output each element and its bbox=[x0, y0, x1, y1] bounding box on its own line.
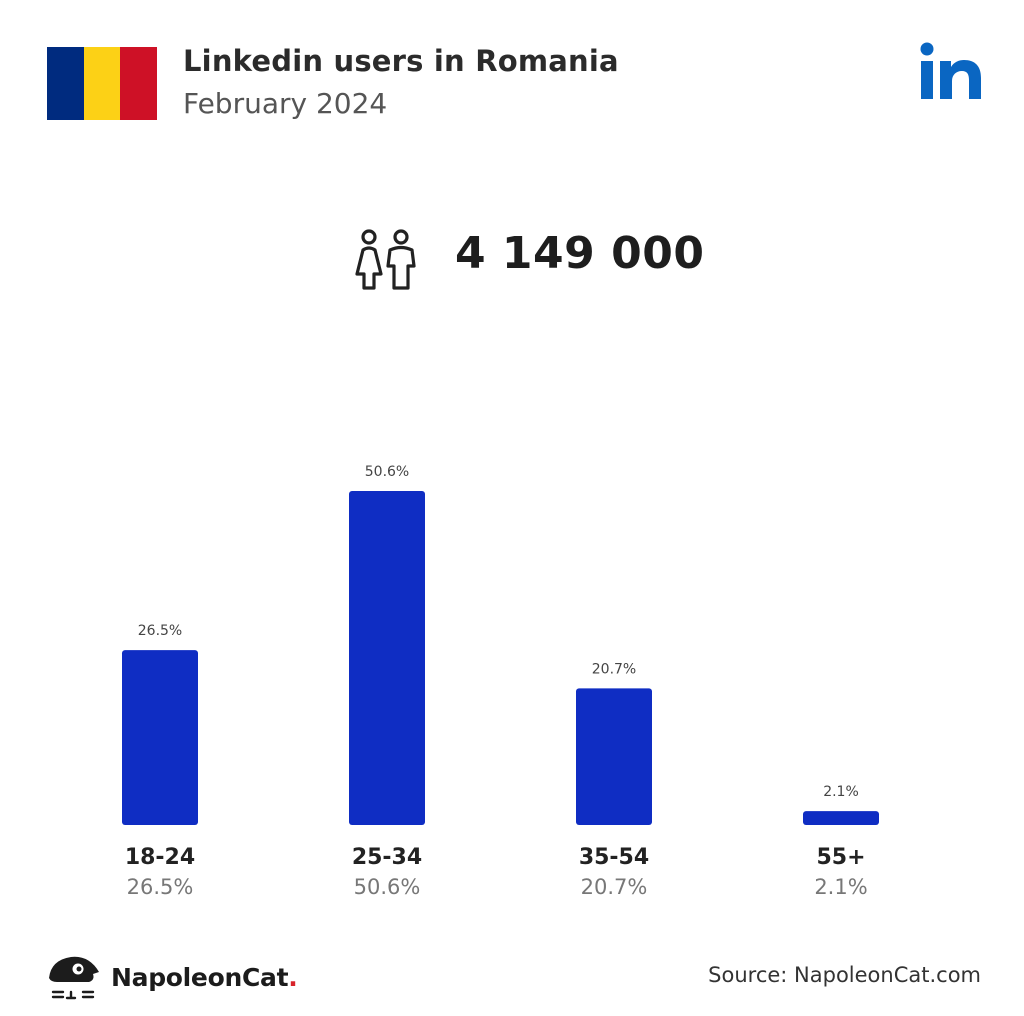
bar-25-34 bbox=[349, 491, 425, 825]
source-note: Source: NapoleonCat.com bbox=[708, 963, 981, 987]
brand: NapoleonCat. bbox=[45, 952, 298, 1002]
category-label: 55+ bbox=[816, 845, 865, 870]
category-percent-label: 2.1% bbox=[814, 875, 867, 899]
flag-stripe-blue bbox=[47, 47, 84, 120]
brand-name: NapoleonCat. bbox=[111, 962, 298, 992]
romania-flag bbox=[47, 47, 158, 120]
page-subtitle: February 2024 bbox=[183, 87, 388, 120]
page-title: Linkedin users in Romania bbox=[183, 44, 619, 78]
users-icon bbox=[355, 229, 416, 290]
bar-55+ bbox=[803, 811, 879, 825]
category-label: 35-54 bbox=[579, 845, 649, 870]
linkedin-icon bbox=[920, 42, 981, 99]
napoleoncat-logo-icon bbox=[49, 956, 99, 1000]
category-label: 18-24 bbox=[125, 845, 195, 870]
category-percent-label: 20.7% bbox=[581, 875, 648, 899]
category-label: 25-34 bbox=[352, 845, 422, 870]
data-label-top: 50.6% bbox=[365, 464, 409, 480]
flag-stripe-red bbox=[120, 47, 158, 120]
bar-35-54 bbox=[576, 688, 652, 825]
data-label-top: 2.1% bbox=[823, 784, 859, 800]
category-percent-label: 50.6% bbox=[354, 875, 421, 899]
age-distribution-chart: 26.5% 18-24 26.5% 50.6% 25-34 50.6% 20.7% 35-54… bbox=[122, 464, 879, 899]
data-label-top: 26.5% bbox=[138, 623, 182, 639]
total-users-count: 4 149 000 bbox=[455, 228, 705, 279]
data-label-top: 20.7% bbox=[592, 661, 636, 677]
flag-stripe-yellow bbox=[83, 47, 121, 120]
bar-18-24 bbox=[122, 650, 198, 825]
category-percent-label: 26.5% bbox=[127, 875, 194, 899]
